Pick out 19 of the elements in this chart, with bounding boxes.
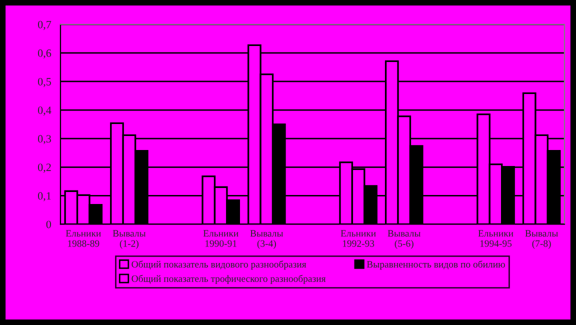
x-tick-label: Вывалы (3-4) xyxy=(250,230,284,249)
x-tick-label: Вывалы (7-8) xyxy=(525,230,558,249)
x-tick-label: Вывалы (5-6) xyxy=(388,230,421,249)
legend-label: Общий показатель трофического разнообразия xyxy=(132,274,326,284)
y-tick-label: 0,2 xyxy=(38,164,51,173)
y-tick-label: 0,1 xyxy=(38,192,51,202)
x-tick-label: Вывалы (1-2) xyxy=(112,230,146,249)
y-tick-label: 0 xyxy=(46,220,52,228)
x-tick-label: Ельники 1992-93 xyxy=(340,230,376,247)
y-tick-label: 0,7 xyxy=(38,20,52,30)
legend-label: Общий показатель видового разнообразия xyxy=(132,260,306,270)
y-tick-label: 0,6 xyxy=(38,49,52,58)
x-tick-label: Ельники 1994-95 xyxy=(478,230,514,247)
legend-label: Выравненность видов по обилию xyxy=(366,260,505,270)
x-tick-label: Ельники 1990-91 xyxy=(203,230,238,247)
y-tick-label: 0,3 xyxy=(38,135,52,144)
y-tick-label: 0,4 xyxy=(38,106,52,116)
x-tick-label: Ельники 1988-89 xyxy=(66,230,101,247)
y-tick-label: 0,5 xyxy=(38,78,52,88)
